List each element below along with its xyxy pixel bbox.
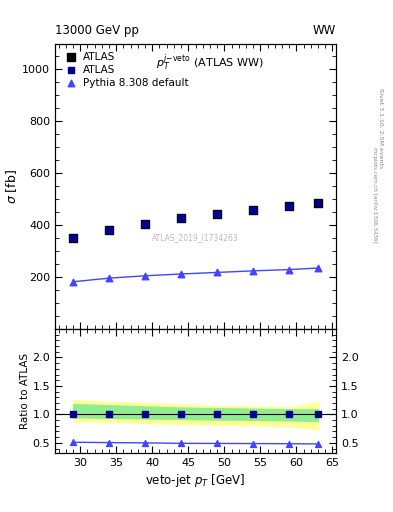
ATLAS bbox=[70, 234, 76, 242]
ATLAS bbox=[315, 199, 321, 207]
Text: 13000 GeV pp: 13000 GeV pp bbox=[55, 24, 139, 37]
ATLAS bbox=[178, 214, 184, 222]
Y-axis label: $\sigma$ [fb]: $\sigma$ [fb] bbox=[4, 169, 19, 204]
Point bbox=[286, 440, 292, 448]
X-axis label: veto-jet $p_T$ [GeV]: veto-jet $p_T$ [GeV] bbox=[145, 472, 246, 489]
Point bbox=[286, 410, 292, 418]
Pythia 8.308 default bbox=[142, 272, 148, 280]
Pythia 8.308 default bbox=[214, 268, 220, 276]
Point bbox=[250, 410, 256, 418]
Point bbox=[178, 410, 184, 418]
ATLAS bbox=[142, 220, 148, 228]
ATLAS bbox=[250, 206, 256, 214]
ATLAS bbox=[286, 202, 292, 210]
Point bbox=[214, 439, 220, 447]
Pythia 8.308 default bbox=[250, 267, 256, 275]
Pythia 8.308 default bbox=[70, 278, 76, 286]
ATLAS bbox=[178, 214, 184, 222]
Point bbox=[250, 439, 256, 447]
Point bbox=[106, 438, 112, 446]
ATLAS bbox=[214, 210, 220, 218]
ATLAS bbox=[250, 206, 256, 214]
Point bbox=[315, 440, 321, 448]
Point bbox=[70, 438, 76, 446]
ATLAS bbox=[70, 234, 76, 242]
Point bbox=[106, 410, 112, 418]
Pythia 8.308 default bbox=[286, 265, 292, 273]
Y-axis label: Ratio to ATLAS: Ratio to ATLAS bbox=[20, 353, 29, 429]
Text: ATLAS_2019_I1734263: ATLAS_2019_I1734263 bbox=[152, 233, 239, 242]
Pythia 8.308 default bbox=[178, 270, 184, 278]
Point bbox=[214, 410, 220, 418]
ATLAS bbox=[315, 199, 321, 207]
Text: Rivet 3.1.10, 2.5M events: Rivet 3.1.10, 2.5M events bbox=[378, 88, 383, 168]
Point bbox=[142, 410, 148, 418]
Text: $p_T^{j\rm{-veto}}$ (ATLAS WW): $p_T^{j\rm{-veto}}$ (ATLAS WW) bbox=[156, 52, 264, 73]
ATLAS bbox=[106, 225, 112, 233]
Point bbox=[315, 410, 321, 418]
Pythia 8.308 default bbox=[106, 274, 112, 282]
Text: mcplots.cern.ch [arXiv:1306.3436]: mcplots.cern.ch [arXiv:1306.3436] bbox=[372, 147, 376, 242]
ATLAS bbox=[142, 220, 148, 228]
Text: WW: WW bbox=[313, 24, 336, 37]
Legend: ATLAS, ATLAS, Pythia 8.308 default: ATLAS, ATLAS, Pythia 8.308 default bbox=[60, 49, 192, 91]
ATLAS bbox=[106, 225, 112, 233]
Point bbox=[178, 439, 184, 447]
Point bbox=[142, 439, 148, 447]
ATLAS bbox=[286, 202, 292, 210]
ATLAS bbox=[214, 210, 220, 218]
Point bbox=[70, 410, 76, 418]
Pythia 8.308 default bbox=[315, 264, 321, 272]
